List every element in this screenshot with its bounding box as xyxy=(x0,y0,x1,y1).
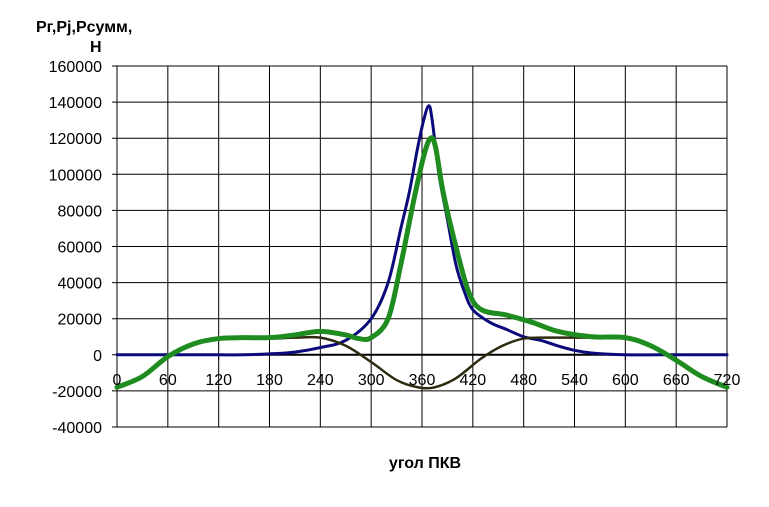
x-tick-label: 720 xyxy=(714,372,741,389)
x-tick-label: 660 xyxy=(663,372,690,389)
x-tick-label: 300 xyxy=(358,372,385,389)
series-line-1 xyxy=(115,104,729,357)
y-tick-label: 120000 xyxy=(49,131,102,148)
series-line-3 xyxy=(114,135,730,390)
y-tick-label: -20000 xyxy=(52,384,102,401)
y-tick-label: 20000 xyxy=(58,312,103,329)
y-tick-label: 40000 xyxy=(58,276,103,293)
x-tick-label: 420 xyxy=(459,372,486,389)
x-tick-label: 480 xyxy=(510,372,537,389)
x-axis-title: угол ПКВ xyxy=(389,455,461,472)
y-tick-label: 0 xyxy=(93,348,102,365)
x-tick-label: 240 xyxy=(307,372,334,389)
series-lines xyxy=(114,104,730,390)
y-axis-title-line1: Pг,Pj,Pсумм, xyxy=(36,19,132,36)
y-tick-label: 80000 xyxy=(58,203,103,220)
x-tick-label: 0 xyxy=(113,372,122,389)
y-tick-label: 140000 xyxy=(49,95,102,112)
x-tick-label: 360 xyxy=(409,372,436,389)
x-tick-label: 180 xyxy=(256,372,283,389)
y-tick-label: 160000 xyxy=(49,59,102,76)
y-tick-label: 60000 xyxy=(58,240,103,257)
tick-labels: 1600001400001200001000008000060000400002… xyxy=(49,59,741,437)
y-tick-label: -40000 xyxy=(52,420,102,437)
x-tick-label: 120 xyxy=(205,372,232,389)
y-axis-title-line2: Н xyxy=(90,39,102,56)
x-tick-label: 540 xyxy=(561,372,588,389)
y-tick-label: 100000 xyxy=(49,167,102,184)
x-tick-label: 60 xyxy=(159,372,177,389)
x-tick-label: 600 xyxy=(612,372,639,389)
